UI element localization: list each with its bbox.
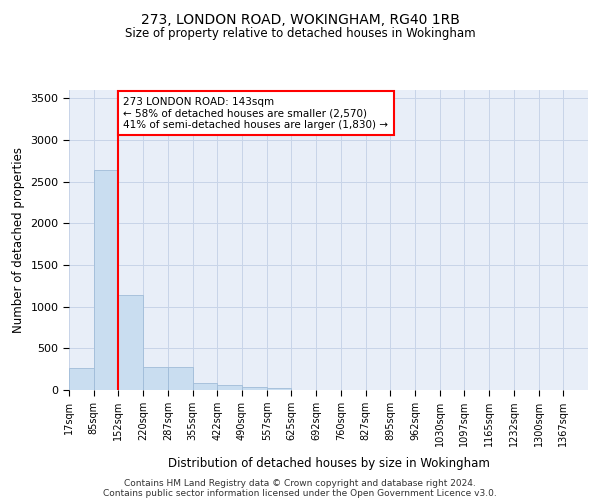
Bar xyxy=(267,388,292,390)
Text: Contains public sector information licensed under the Open Government Licence v3: Contains public sector information licen… xyxy=(103,489,497,498)
Text: Distribution of detached houses by size in Wokingham: Distribution of detached houses by size … xyxy=(168,458,490,470)
Bar xyxy=(217,385,242,390)
Y-axis label: Number of detached properties: Number of detached properties xyxy=(12,147,25,333)
Text: 273 LONDON ROAD: 143sqm
← 58% of detached houses are smaller (2,570)
41% of semi: 273 LONDON ROAD: 143sqm ← 58% of detache… xyxy=(124,96,388,130)
Bar xyxy=(69,368,94,390)
Bar xyxy=(193,382,217,390)
Bar xyxy=(168,366,193,390)
Bar xyxy=(143,366,168,390)
Text: Contains HM Land Registry data © Crown copyright and database right 2024.: Contains HM Land Registry data © Crown c… xyxy=(124,479,476,488)
Bar xyxy=(242,386,267,390)
Text: 273, LONDON ROAD, WOKINGHAM, RG40 1RB: 273, LONDON ROAD, WOKINGHAM, RG40 1RB xyxy=(140,12,460,26)
Bar xyxy=(94,170,118,390)
Bar xyxy=(118,295,143,390)
Text: Size of property relative to detached houses in Wokingham: Size of property relative to detached ho… xyxy=(125,28,475,40)
